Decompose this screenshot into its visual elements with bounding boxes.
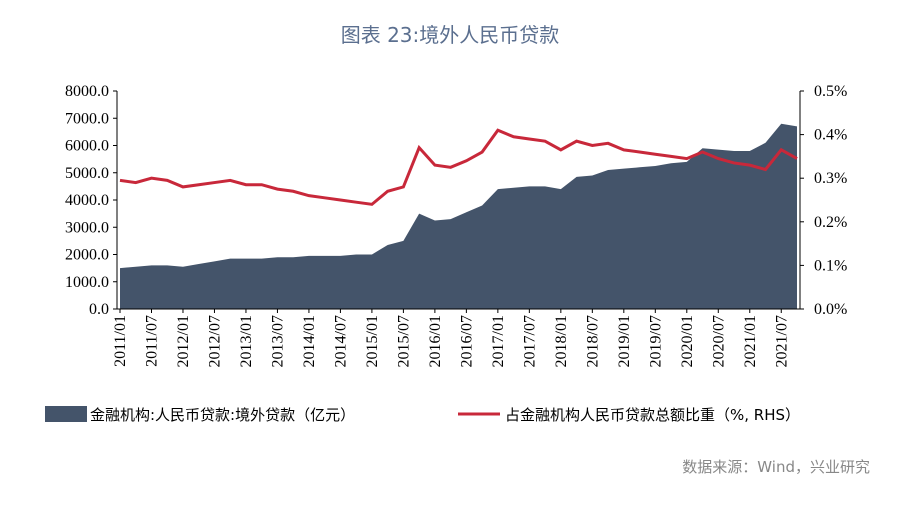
y-tick-label: 6000.0 <box>65 138 109 155</box>
y-tick-label: 8000.0 <box>65 83 109 100</box>
y-tick-label: 5000.0 <box>65 165 109 182</box>
legend-label: 占金融机构人民币贷款总额比重（%, RHS） <box>505 406 800 424</box>
y-tick-label: 3000.0 <box>65 219 109 236</box>
x-tick-label: 2020/07 <box>710 315 727 367</box>
y2-tick-label: 0.4% <box>814 127 847 144</box>
x-tick-label: 2019/01 <box>616 315 633 367</box>
x-tick-label: 2019/07 <box>647 315 664 367</box>
x-tick-label: 2015/01 <box>364 315 381 367</box>
y2-tick-label: 0.3% <box>814 170 847 187</box>
chart-title: 图表 23:境外人民币贷款 <box>341 23 560 47</box>
y-tick-label: 4000.0 <box>65 192 109 209</box>
x-tick-label: 2020/01 <box>679 315 696 367</box>
y2-tick-label: 0.2% <box>814 214 847 231</box>
x-tick-label: 2014/07 <box>332 315 349 367</box>
x-tick-label: 2013/01 <box>238 315 255 367</box>
y-tick-label: 7000.0 <box>65 110 109 127</box>
area <box>120 123 797 309</box>
y2-tick-label: 0.0% <box>814 301 847 318</box>
y-tick-label: 1000.0 <box>65 274 109 291</box>
y-tick-label: 2000.0 <box>65 247 109 264</box>
x-tick-label: 2021/01 <box>742 315 759 367</box>
source: 数据来源：Wind，兴业研究 <box>682 458 870 476</box>
x-tick-label: 2018/01 <box>553 315 570 367</box>
x-tick-label: 2016/07 <box>458 315 475 367</box>
x-tick-label: 2014/01 <box>301 315 318 367</box>
x-tick-label: 2011/07 <box>143 315 160 367</box>
x-tick-label: 2017/07 <box>521 315 538 367</box>
x-tick-label: 2011/01 <box>112 315 129 367</box>
legend-swatch <box>45 406 87 422</box>
x-tick-label: 2012/01 <box>175 315 192 367</box>
y2-tick-label: 0.1% <box>814 257 847 274</box>
legend-label: 金融机构:人民币贷款:境外贷款（亿元） <box>90 406 355 424</box>
x-tick-label: 2017/01 <box>490 315 507 367</box>
y-tick-label: 0.0 <box>89 301 109 318</box>
x-tick-label: 2018/07 <box>584 315 601 367</box>
x-tick-label: 2013/07 <box>269 315 286 367</box>
line <box>119 128 798 206</box>
y2-tick-label: 0.5% <box>814 83 847 100</box>
x-tick-label: 2021/07 <box>773 315 790 367</box>
x-tick-label: 2012/07 <box>206 315 223 367</box>
x-tick-label: 2016/01 <box>427 315 444 367</box>
x-tick-label: 2015/07 <box>395 315 412 367</box>
